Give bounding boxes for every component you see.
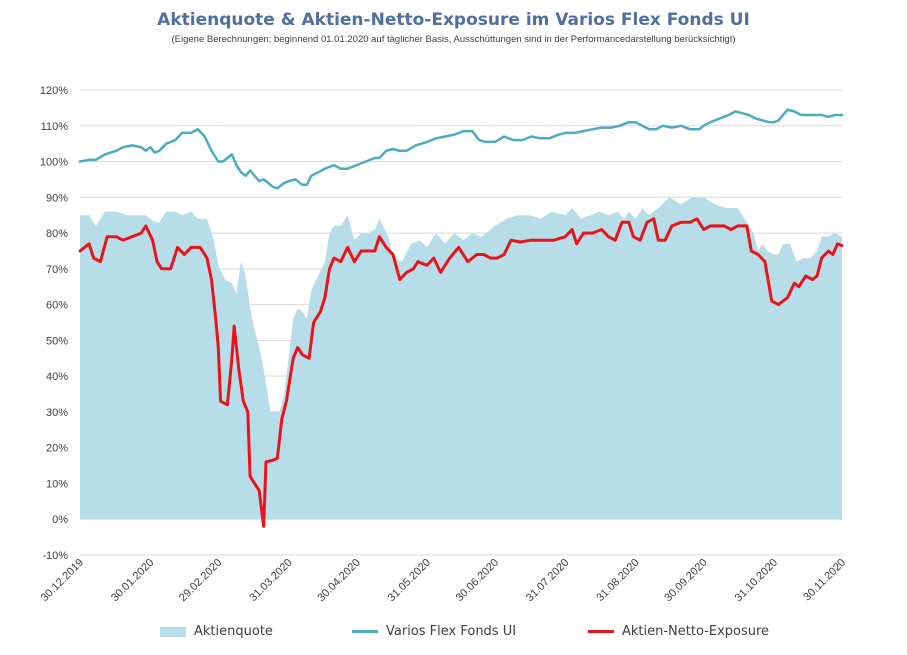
y-tick-label: 110% bbox=[41, 121, 69, 133]
legend-label-aktien-netto-exposure: Aktien-Netto-Exposure bbox=[622, 624, 770, 639]
y-tick-label: 50% bbox=[46, 335, 68, 347]
y-tick-label: 40% bbox=[46, 371, 68, 383]
legend-swatch-net-line bbox=[588, 630, 614, 633]
y-tick-label: 0% bbox=[52, 514, 68, 526]
y-tick-label: 70% bbox=[46, 264, 68, 276]
x-tick-label: 30.01.2020 bbox=[109, 557, 156, 604]
legend-item-varios-flex-fonds: Varios Flex Fonds UI bbox=[352, 624, 516, 639]
x-tick-label: 30.12.2019 bbox=[39, 557, 86, 604]
y-axis: -10% 0% 10% 20% 30% 40% 50% 60% 70% 80% 90% 100% 110… bbox=[40, 85, 68, 562]
series-aktien-netto-exposure bbox=[78, 217, 844, 528]
y-tick-label: 30% bbox=[46, 407, 68, 419]
y-tick-label: 120% bbox=[40, 85, 68, 97]
aktien-netto-exposure-line bbox=[78, 217, 844, 528]
x-tick-label: 31.10.2020 bbox=[733, 557, 780, 604]
y-tick-label: 10% bbox=[46, 478, 68, 490]
chart-title: Aktienquote & Aktien-Netto-Exposure im V… bbox=[157, 10, 750, 30]
x-axis: 30.12.2019 30.01.2020 29.02.2020 31.03.2020… bbox=[39, 557, 848, 604]
legend-item-aktien-netto-exposure: Aktien-Netto-Exposure bbox=[588, 624, 769, 639]
series-aktienquote bbox=[80, 197, 842, 520]
legend-item-aktienquote: Aktienquote bbox=[160, 624, 273, 639]
y-tick-label: 60% bbox=[46, 300, 68, 312]
x-tick-label: 30.06.2020 bbox=[454, 557, 501, 604]
x-tick-label: 30.11.2020 bbox=[801, 557, 848, 604]
x-tick-label: 30.09.2020 bbox=[662, 557, 709, 604]
legend-label-varios-flex-fonds: Varios Flex Fonds UI bbox=[386, 624, 517, 639]
x-tick-label: 30.04.2020 bbox=[315, 557, 362, 604]
chart-subtitle: (Eigene Berechnungen; beginnend 01.01.20… bbox=[171, 34, 736, 45]
x-tick-label: 31.07.2020 bbox=[524, 557, 571, 604]
y-tick-label: 100% bbox=[40, 157, 68, 169]
aktienquote-area bbox=[80, 197, 842, 520]
y-tick-label: 20% bbox=[46, 443, 68, 455]
legend-swatch-area bbox=[160, 626, 186, 637]
y-tick-label: 80% bbox=[46, 228, 68, 240]
series-varios-flex-fonds bbox=[78, 108, 844, 190]
varios-flex-fonds-line bbox=[78, 108, 844, 190]
x-tick-label: 31.03.2020 bbox=[247, 557, 294, 604]
y-tick-label: 90% bbox=[46, 192, 68, 204]
legend-label-aktienquote: Aktienquote bbox=[194, 624, 273, 639]
x-tick-label: 31.05.2020 bbox=[386, 557, 433, 604]
y-tick-label: -10% bbox=[42, 550, 68, 562]
x-tick-label: 31.08.2020 bbox=[594, 557, 641, 604]
legend-swatch-fund-line bbox=[352, 630, 378, 633]
x-tick-label: 29.02.2020 bbox=[177, 557, 224, 604]
